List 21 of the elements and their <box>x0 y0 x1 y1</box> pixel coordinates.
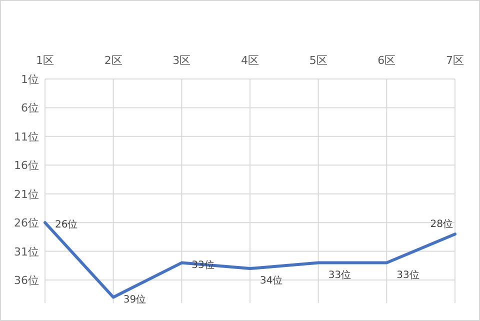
x-tick-label: 6区 <box>378 54 396 67</box>
y-tick-label: 21位 <box>14 188 39 201</box>
x-tick-label: 7区 <box>446 54 464 67</box>
data-label: 34位 <box>260 274 283 287</box>
y-tick-label: 6位 <box>21 102 39 115</box>
y-tick-label: 31位 <box>14 245 39 258</box>
data-label: 26位 <box>55 218 78 231</box>
x-tick-label: 3区 <box>172 54 191 67</box>
y-tick-label: 16位 <box>14 159 39 172</box>
y-tick-label: 36位 <box>14 274 39 288</box>
y-tick-label: 11位 <box>14 130 39 144</box>
data-label: 33位 <box>396 268 420 281</box>
data-label: 39位 <box>123 293 146 306</box>
x-tick-label: 4区 <box>241 54 259 67</box>
y-tick-label: 26位 <box>14 216 39 230</box>
x-tick-label: 2区 <box>104 54 122 67</box>
x-tick-label: 1区 <box>36 54 54 67</box>
data-label: 33位 <box>328 268 352 281</box>
data-label: 28位 <box>430 218 453 230</box>
x-tick-label: 5区 <box>309 54 328 67</box>
y-tick-label: 1位 <box>21 73 39 86</box>
